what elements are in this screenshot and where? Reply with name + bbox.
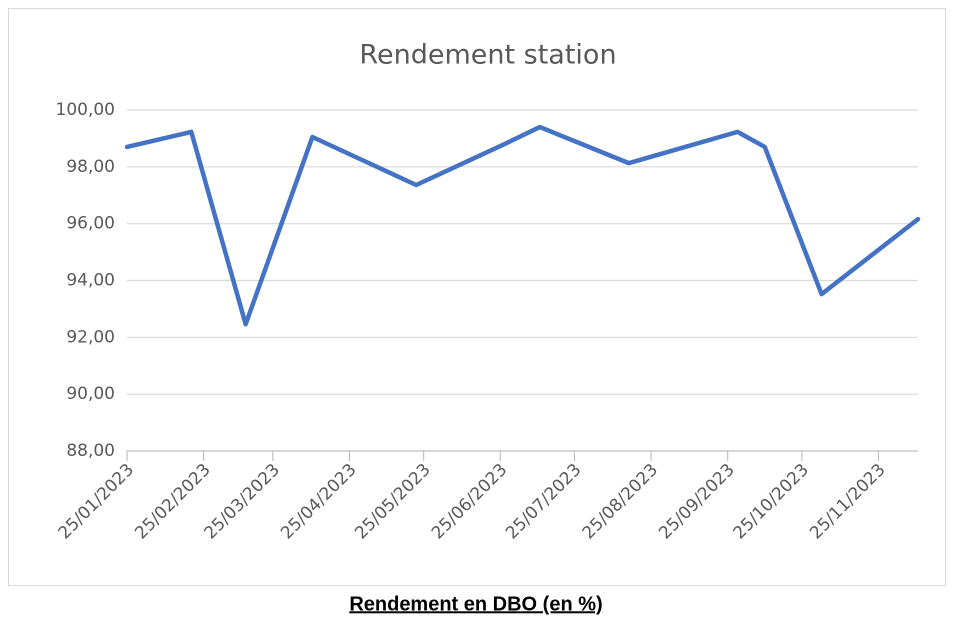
line-series [124,124,921,327]
y-tick-label: 94,00 [66,271,115,291]
chart-title: Rendement station [359,40,616,71]
chart-border [8,8,946,586]
caption: Rendement en DBO (en %) [349,593,602,615]
y-tick-label: 88,00 [66,441,115,461]
y-tick-label: 100,00 [56,100,115,120]
y-tick-label: 96,00 [66,214,115,234]
y-tick-label: 98,00 [66,157,115,177]
y-tick-label: 90,00 [66,384,115,404]
y-tick-label: 92,00 [66,327,115,347]
